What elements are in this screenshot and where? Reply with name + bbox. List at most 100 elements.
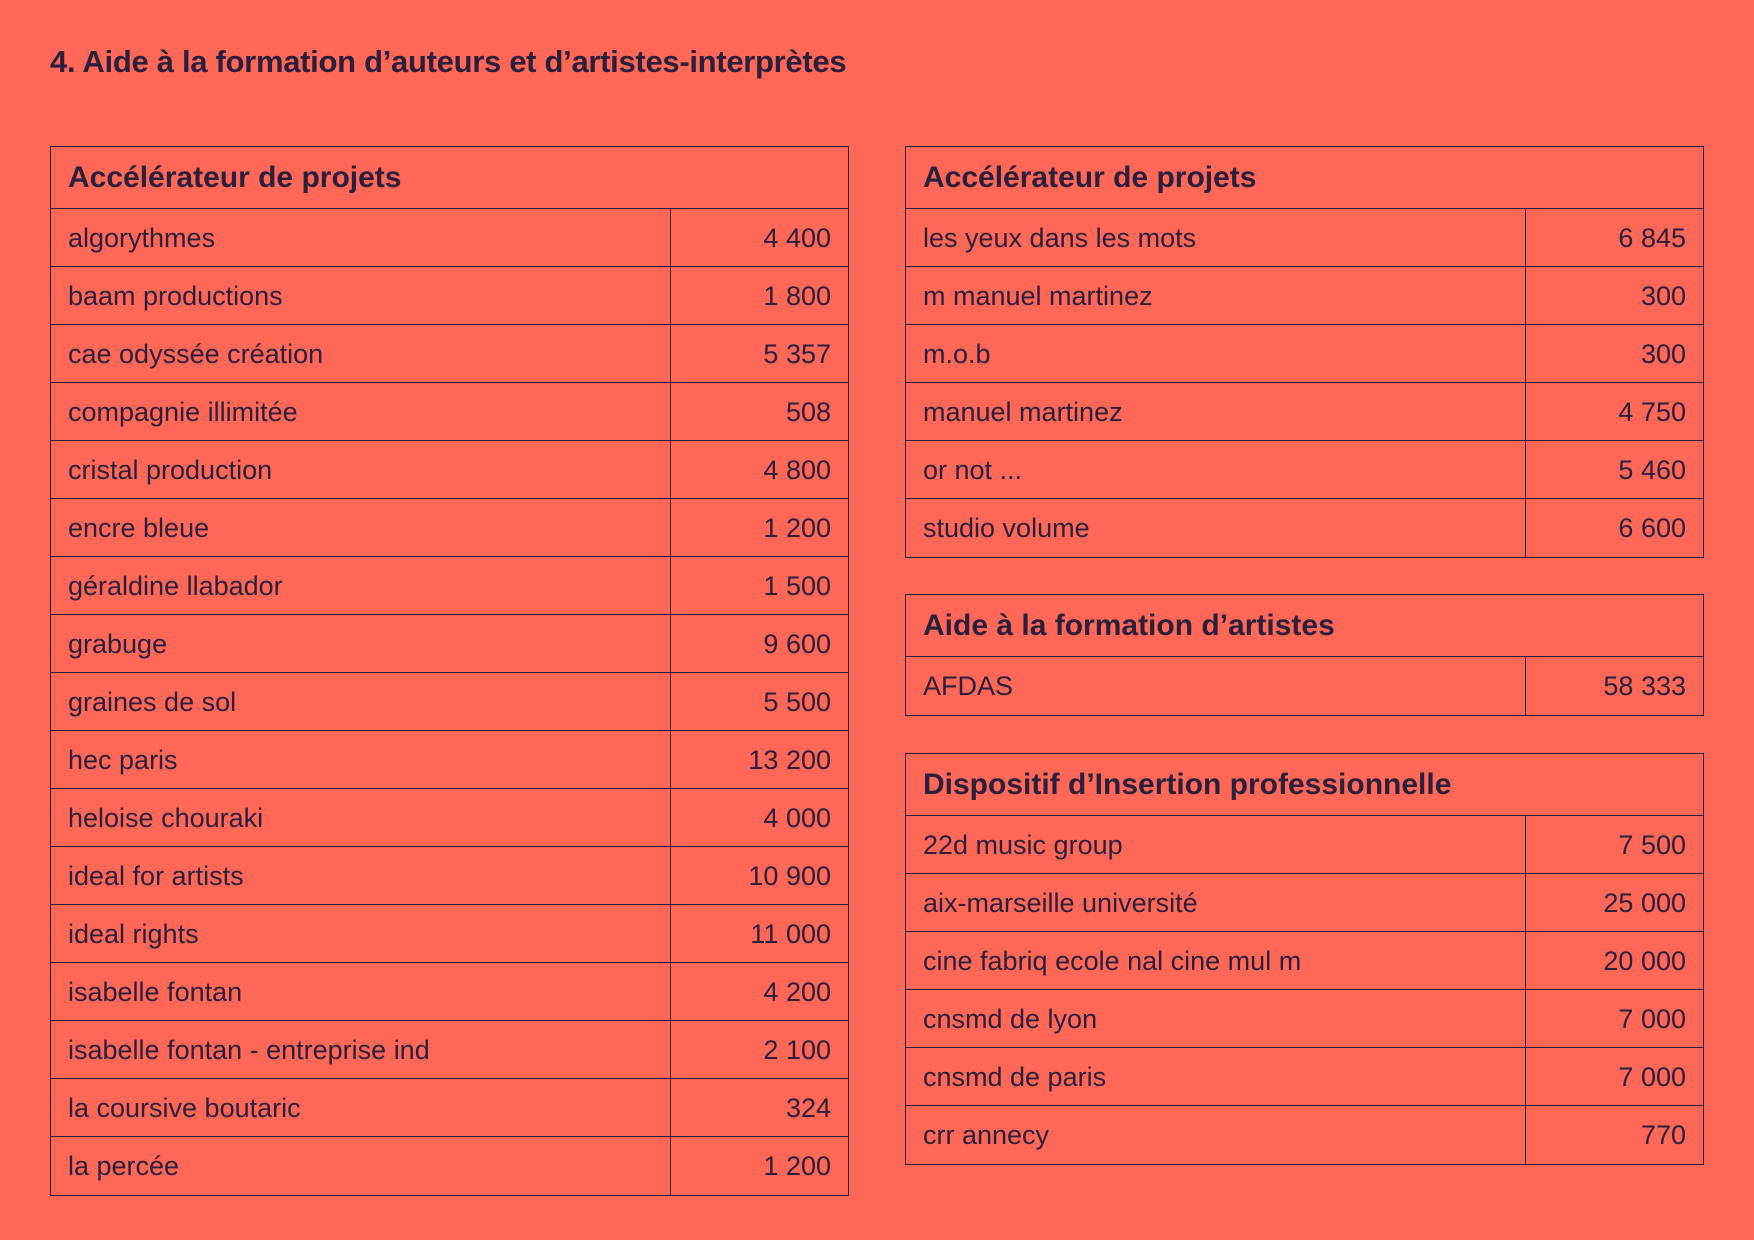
table-row: cine fabriq ecole nal cine mul m 20 000 xyxy=(906,932,1703,990)
amount-value: 1 200 xyxy=(763,513,831,543)
table-row: encre bleue 1 200 xyxy=(51,499,848,557)
table-row: cae odyssée création 5 357 xyxy=(51,325,848,383)
page-title: 4. Aide à la formation d’auteurs et d’ar… xyxy=(50,44,847,79)
recipient-name: compagnie illimitée xyxy=(51,383,671,440)
amount-value: 1 200 xyxy=(763,1151,831,1181)
recipient-name: ideal for artists xyxy=(51,847,671,904)
recipient-name: studio volume xyxy=(906,499,1526,557)
amount-value: 20 000 xyxy=(1603,946,1686,976)
amount-value: 770 xyxy=(1640,1120,1686,1150)
recipient-name: 22d music group xyxy=(906,816,1526,873)
table-row: graines de sol 5 500 xyxy=(51,673,848,731)
table-row: heloise chouraki 4 000 xyxy=(51,789,848,847)
amount-value: 300 xyxy=(1640,281,1686,311)
table-row: les yeux dans les mots 6 845 xyxy=(906,209,1703,267)
amount-value: 4 750 xyxy=(1618,397,1686,427)
table-accelerateur-projets-1: Accélérateur de projets algorythmes 4 400… xyxy=(50,146,849,1196)
table-row: isabelle fontan 4 200 xyxy=(51,963,848,1021)
amount-value: 2 100 xyxy=(763,1035,831,1065)
recipient-name: cristal production xyxy=(51,441,671,498)
recipient-name: isabelle fontan - entreprise ind xyxy=(51,1021,671,1078)
recipient-name: cnsmd de paris xyxy=(906,1048,1526,1105)
recipient-name: m manuel martinez xyxy=(906,267,1526,324)
table-row: géraldine llabador 1 500 xyxy=(51,557,848,615)
amount-value: 6 600 xyxy=(1618,513,1686,543)
amount-value: 508 xyxy=(785,397,831,427)
amount-value: 11 000 xyxy=(750,919,831,949)
recipient-name: hec paris xyxy=(51,731,671,788)
table-row: compagnie illimitée 508 xyxy=(51,383,848,441)
amount-value: 4 000 xyxy=(763,803,831,833)
table-row: la percée 1 200 xyxy=(51,1137,848,1195)
table-row: 22d music group 7 500 xyxy=(906,816,1703,874)
recipient-name: or not ... xyxy=(906,441,1526,498)
table-body: algorythmes 4 400 baam productions 1 800 cae… xyxy=(51,209,848,1195)
amount-value: 1 500 xyxy=(763,571,831,601)
amount-value: 25 000 xyxy=(1603,888,1686,918)
amount-value: 5 500 xyxy=(763,687,831,717)
recipient-name: ideal rights xyxy=(51,905,671,962)
recipient-name: géraldine llabador xyxy=(51,557,671,614)
amount-value: 300 xyxy=(1640,339,1686,369)
table-row: cnsmd de lyon 7 000 xyxy=(906,990,1703,1048)
table-accelerateur-projets-2: Accélérateur de projets les yeux dans le… xyxy=(905,146,1704,558)
table-body: 22d music group 7 500 aix-marseille univer… xyxy=(906,816,1703,1164)
table-row: algorythmes 4 400 xyxy=(51,209,848,267)
recipient-name: aix-marseille université xyxy=(906,874,1526,931)
recipient-name: la percée xyxy=(51,1137,671,1195)
recipient-name: cae odyssée création xyxy=(51,325,671,382)
amount-value: 7 500 xyxy=(1618,830,1686,860)
recipient-name: grabuge xyxy=(51,615,671,672)
table-row: baam productions 1 800 xyxy=(51,267,848,325)
table-row: ideal rights 11 000 xyxy=(51,905,848,963)
amount-value: 4 200 xyxy=(763,977,831,1007)
table-body: les yeux dans les mots 6 845 m manuel mart… xyxy=(906,209,1703,557)
table-row: cristal production 4 800 xyxy=(51,441,848,499)
recipient-name: la coursive boutaric xyxy=(51,1079,671,1136)
recipient-name: cnsmd de lyon xyxy=(906,990,1526,1047)
amount-value: 1 800 xyxy=(763,281,831,311)
recipient-name: algorythmes xyxy=(51,209,671,266)
recipient-name: les yeux dans les mots xyxy=(906,209,1526,266)
recipient-name: baam productions xyxy=(51,267,671,324)
amount-value: 4 400 xyxy=(763,223,831,253)
table-row: m.o.b 300 xyxy=(906,325,1703,383)
amount-value: 58 333 xyxy=(1603,671,1686,701)
table-row: cnsmd de paris 7 000 xyxy=(906,1048,1703,1106)
amount-value: 7 000 xyxy=(1618,1004,1686,1034)
amount-value: 13 200 xyxy=(748,745,831,775)
amount-value: 5 357 xyxy=(763,339,831,369)
amount-value: 4 800 xyxy=(763,455,831,485)
recipient-name: cine fabriq ecole nal cine mul m xyxy=(906,932,1526,989)
recipient-name: AFDAS xyxy=(906,657,1526,715)
table-aide-formation-artistes: Aide à la formation d’artistes AFDAS 58 3… xyxy=(905,594,1704,716)
table-row: isabelle fontan - entreprise ind 2 100 xyxy=(51,1021,848,1079)
amount-value: 324 xyxy=(785,1093,831,1123)
table-body: AFDAS 58 333 xyxy=(906,657,1703,715)
table-row: AFDAS 58 333 xyxy=(906,657,1703,715)
table-row: m manuel martinez 300 xyxy=(906,267,1703,325)
recipient-name: m.o.b xyxy=(906,325,1526,382)
table-heading: Accélérateur de projets xyxy=(51,147,848,209)
amount-value: 6 845 xyxy=(1618,223,1686,253)
table-row: la coursive boutaric 324 xyxy=(51,1079,848,1137)
recipient-name: graines de sol xyxy=(51,673,671,730)
table-row: studio volume 6 600 xyxy=(906,499,1703,557)
amount-value: 7 000 xyxy=(1618,1062,1686,1092)
recipient-name: crr annecy xyxy=(906,1106,1526,1164)
recipient-name: encre bleue xyxy=(51,499,671,556)
amount-value: 9 600 xyxy=(763,629,831,659)
table-row: hec paris 13 200 xyxy=(51,731,848,789)
table-row: manuel martinez 4 750 xyxy=(906,383,1703,441)
table-insertion-professionnelle: Dispositif d’Insertion professionnelle 2… xyxy=(905,753,1704,1165)
amount-value: 5 460 xyxy=(1618,455,1686,485)
recipient-name: heloise chouraki xyxy=(51,789,671,846)
table-row: ideal for artists 10 900 xyxy=(51,847,848,905)
table-row: aix-marseille université 25 000 xyxy=(906,874,1703,932)
recipient-name: isabelle fontan xyxy=(51,963,671,1020)
table-row: or not ... 5 460 xyxy=(906,441,1703,499)
table-row: crr annecy 770 xyxy=(906,1106,1703,1164)
table-heading: Dispositif d’Insertion professionnelle xyxy=(906,754,1703,816)
amount-value: 10 900 xyxy=(748,861,831,891)
table-heading: Accélérateur de projets xyxy=(906,147,1703,209)
